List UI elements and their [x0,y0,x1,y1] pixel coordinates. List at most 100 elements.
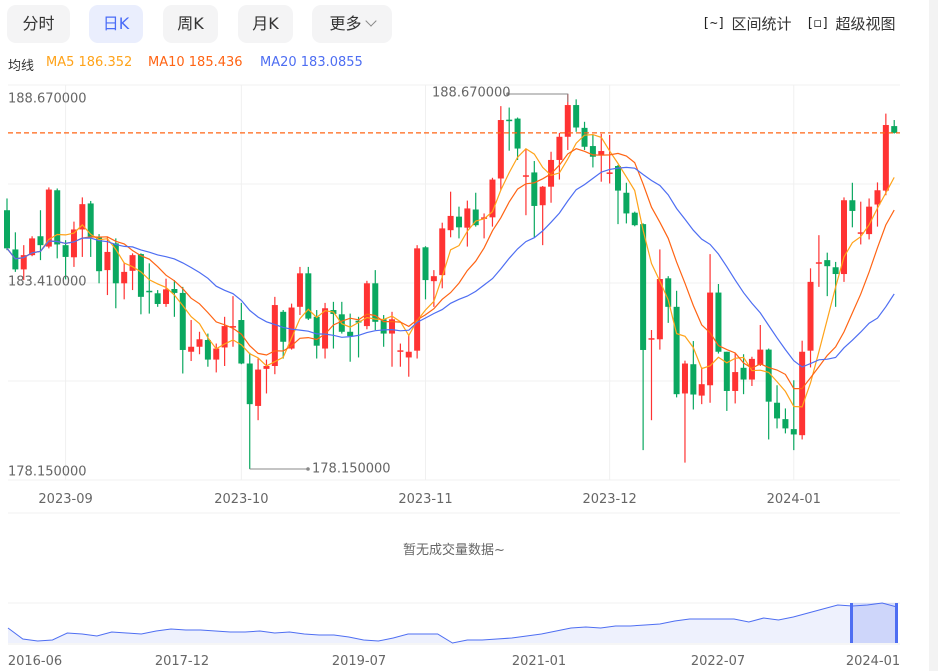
candle-body [137,254,144,297]
candle [196,331,203,355]
candle [874,182,881,227]
super-view-label: 超级视图 [835,15,896,33]
candle-body [204,339,211,360]
candle-body [188,346,195,352]
x-tick-label: 2024-01 [766,492,821,507]
candle-body [556,136,563,160]
navigator-area [8,603,897,643]
candle-body [154,293,161,304]
candle-body [589,146,596,157]
candle-body [841,200,847,275]
candle-body [129,255,136,271]
candle-body [782,419,789,429]
candle-body [104,251,111,271]
candle [656,249,663,350]
candle-body [422,247,429,281]
candle-body [489,179,496,218]
candle-body [866,206,873,235]
navigator-tick-label: 2017-12 [154,654,210,669]
candle [87,200,94,257]
candle-body [757,349,764,365]
candle [4,198,10,251]
navigator-line [7,602,898,644]
candle [489,177,496,227]
candle-body [54,190,61,245]
x-tick-label: 2023-11 [398,492,453,507]
candle [774,385,781,429]
page-scrollbar[interactable] [929,0,938,671]
candle-body [439,228,446,276]
candle [640,223,647,451]
candle [70,221,77,267]
candle [732,352,739,404]
ma20-line [6,166,895,368]
candle [137,253,144,315]
candle-body [20,255,27,270]
candle [815,235,822,287]
candle [129,253,136,291]
max-annotation-dot [506,92,510,96]
candle-body [573,105,580,128]
candle-body [824,260,831,267]
tab-more-label: 更多 [329,14,362,33]
candle-body [581,127,588,147]
candle [96,234,103,284]
candle-body [732,372,739,391]
candle [37,210,44,261]
candle-body [832,267,839,275]
tab-intraday[interactable]: 分时 [7,5,70,43]
candle [757,325,764,367]
candle-body [740,367,747,380]
candle [322,302,329,359]
tab-more[interactable]: 更多 [312,5,392,43]
candle [389,311,396,367]
candle [422,246,429,300]
candle [573,99,580,132]
candle-body [313,316,320,346]
navigator-tick-label: 2016-06 [7,654,63,669]
candle-body [238,320,245,364]
range-stats-button[interactable]: [~] 区间统计 [702,13,792,34]
candle [824,252,831,297]
y-tick-label: 183.410000 [8,274,87,290]
navigator-selection[interactable] [851,603,897,643]
navigator-left-handle[interactable] [850,603,853,643]
candle-body [531,172,538,206]
candle-body [62,245,69,257]
fullscreen-icon: [◻] [806,16,830,31]
candle-body [874,190,881,205]
candle [748,356,755,386]
candle [690,341,697,410]
candle [338,301,345,334]
no-volume-message: 暂无成交量数据~ [403,543,505,558]
candle-body [522,175,529,177]
candle [104,236,111,296]
candle-body [246,363,253,405]
candle [623,182,630,224]
x-tick-label: 2023-10 [214,492,269,507]
candle [305,266,312,321]
candle [372,270,379,331]
candle [229,296,236,347]
ma10-legend: MA10 185.436 [148,55,243,70]
candle [631,211,638,227]
candle [447,191,454,238]
tab-daily-k[interactable]: 日K [89,5,143,43]
super-view-button[interactable]: [◻] 超级视图 [806,13,896,34]
candle [522,148,529,216]
candle-body [799,351,806,436]
candle-body [640,224,647,350]
candle [681,360,688,463]
candle-body [45,189,52,247]
candle [12,232,19,272]
candle-body [322,308,329,349]
candle-body [497,120,504,179]
candle-body [380,319,387,334]
navigator-right-handle[interactable] [895,603,898,643]
tab-monthly-k[interactable]: 月K [238,5,293,43]
candle [832,261,839,307]
candle-body [121,271,128,284]
candle [849,182,856,228]
tab-weekly-k[interactable]: 周K [163,5,218,43]
